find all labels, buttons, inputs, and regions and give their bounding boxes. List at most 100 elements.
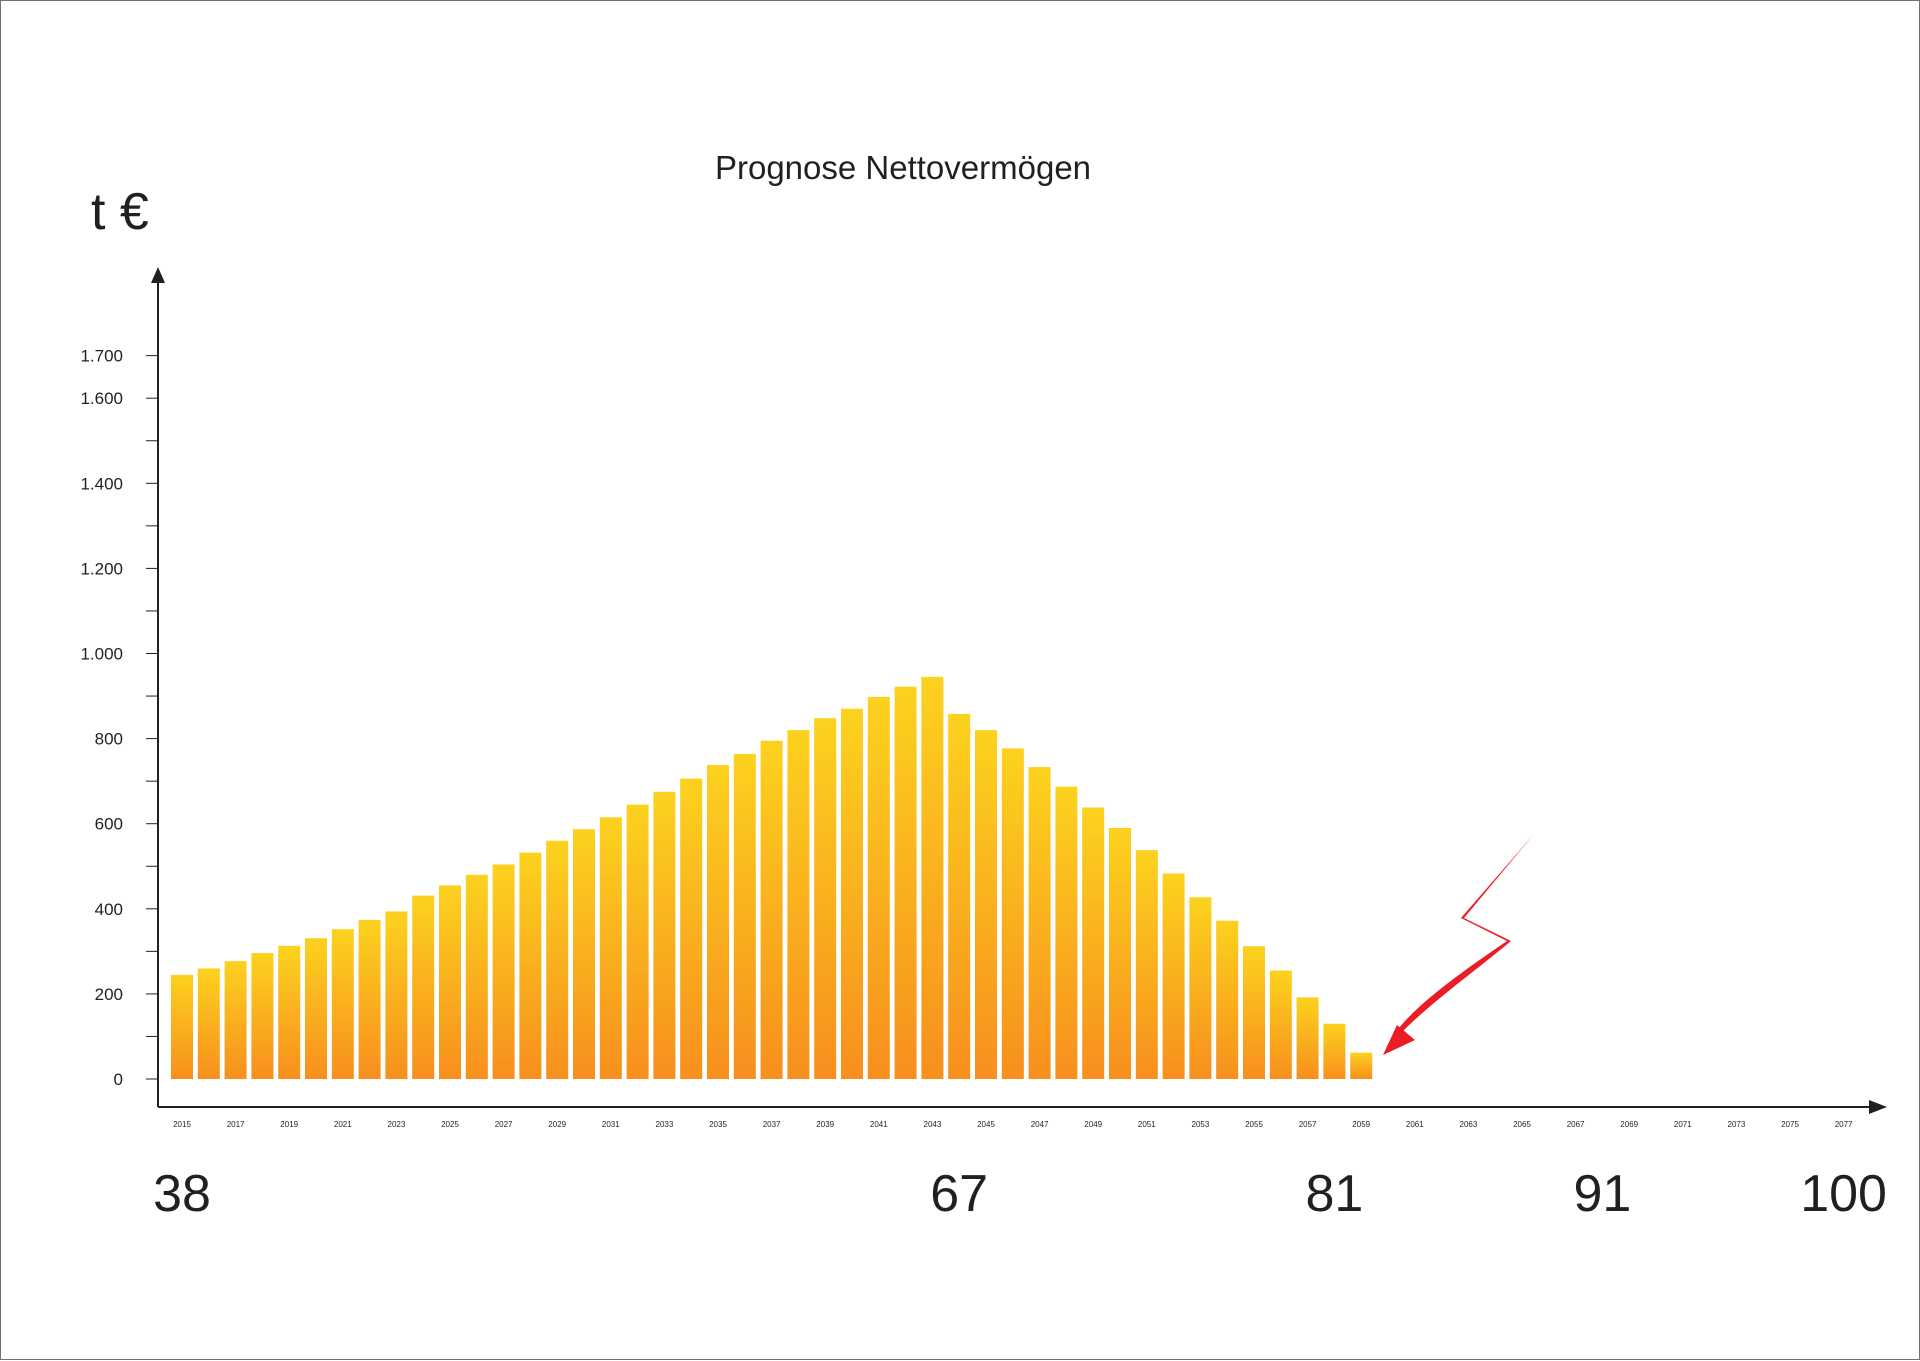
bar-2052	[1162, 873, 1185, 1079]
x-tick-label: 2017	[227, 1120, 245, 1129]
bar-2053	[1189, 897, 1212, 1079]
age-label: 38	[153, 1165, 211, 1223]
x-tick-label: 2023	[388, 1120, 406, 1129]
x-tick-label: 2049	[1084, 1120, 1102, 1129]
bar-2031	[599, 817, 622, 1079]
x-tick-label: 2071	[1674, 1120, 1692, 1129]
bar-2055	[1243, 946, 1265, 1079]
x-tick-label: 2059	[1352, 1120, 1370, 1129]
bar-2043	[921, 676, 944, 1079]
x-tick-label: 2019	[280, 1120, 298, 1129]
x-tick-label: 2041	[870, 1120, 888, 1129]
bar-2058	[1323, 1023, 1346, 1079]
x-tick-label: 2029	[548, 1120, 566, 1129]
x-axis-arrowhead	[1869, 1100, 1887, 1114]
bar-2036	[733, 753, 756, 1079]
x-tick-label: 2039	[816, 1120, 834, 1129]
x-tick-label: 2025	[441, 1120, 459, 1129]
y-tick-label: 1.400	[80, 474, 123, 493]
bar-2020	[305, 938, 327, 1079]
bar-2032	[626, 804, 649, 1079]
x-tick-label: 2027	[495, 1120, 513, 1129]
bar-2019	[278, 945, 301, 1079]
x-tick-label: 2033	[656, 1120, 674, 1129]
bar-2038	[787, 730, 810, 1079]
bar-2047	[1028, 767, 1051, 1079]
y-tick-label: 400	[95, 900, 123, 919]
bar-2057	[1296, 997, 1319, 1079]
x-tick-label: 2045	[977, 1120, 995, 1129]
y-tick-label: 200	[95, 985, 123, 1004]
age-label: 100	[1800, 1165, 1887, 1223]
x-tick-label: 2037	[763, 1120, 781, 1129]
age-labels: 38 67 81 91 100	[153, 1165, 1887, 1223]
bar-2016	[197, 968, 220, 1079]
chart-title: Prognose Nettovermögen	[715, 149, 1091, 186]
bar-2024	[412, 895, 435, 1079]
bar-2027	[492, 864, 515, 1079]
y-tick-label: 1.000	[80, 645, 123, 664]
x-tick-label: 2031	[602, 1120, 620, 1129]
bar-2018	[251, 953, 274, 1079]
x-tick-label: 2043	[924, 1120, 942, 1129]
y-tick-label: 0	[114, 1070, 123, 1089]
x-tick-label: 2047	[1031, 1120, 1049, 1129]
bar-2048	[1055, 786, 1078, 1079]
bar-2050	[1109, 828, 1131, 1079]
age-label: 67	[930, 1165, 988, 1223]
y-tick-label: 1.700	[80, 347, 123, 366]
bar-2035	[707, 765, 729, 1079]
bar-2021	[331, 929, 354, 1079]
y-tick-label: 800	[95, 730, 123, 749]
x-axis: 2015 2017 2019 2021 2023 2025 2027 2029 2031 2033…	[158, 1100, 1887, 1129]
x-tick-label: 2015	[173, 1120, 191, 1129]
bar-2033	[653, 791, 676, 1079]
bar-series	[171, 676, 1373, 1079]
x-tick-label: 2067	[1567, 1120, 1585, 1129]
x-tick-label: 2035	[709, 1120, 727, 1129]
bar-2037	[760, 740, 783, 1079]
y-tick-label: 1.200	[80, 559, 123, 578]
x-tick-label: 2061	[1406, 1120, 1424, 1129]
bar-2017	[224, 961, 247, 1079]
bar-2049	[1082, 807, 1105, 1079]
bar-2022	[358, 919, 381, 1079]
bar-2054	[1216, 920, 1239, 1079]
x-tick-label: 2063	[1460, 1120, 1478, 1129]
y-axis-unit-label: t €	[91, 183, 149, 241]
bar-2056	[1269, 970, 1292, 1079]
x-tick-label: 2053	[1192, 1120, 1210, 1129]
red-lightning-arrow-icon	[1383, 834, 1534, 1055]
x-tick-label: 2073	[1728, 1120, 1746, 1129]
bar-2059	[1350, 1052, 1373, 1079]
x-tick-label: 2075	[1781, 1120, 1799, 1129]
bar-2040	[841, 708, 863, 1079]
bar-2039	[814, 718, 837, 1079]
y-axis: 0 200 400 600 800 1.000 1.200 1.400 1.600 1.700	[80, 267, 165, 1107]
bar-2026	[465, 874, 488, 1079]
bar-2042	[894, 686, 917, 1079]
bar-2023	[385, 911, 408, 1079]
y-tick-label: 1.600	[80, 389, 123, 408]
x-tick-label: 2021	[334, 1120, 352, 1129]
bar-2046	[1001, 748, 1024, 1079]
bar-2029	[546, 840, 569, 1079]
y-tick-label: 600	[95, 815, 123, 834]
x-tick-label: 2069	[1620, 1120, 1638, 1129]
bar-2015	[171, 974, 193, 1079]
x-tick-label: 2055	[1245, 1120, 1263, 1129]
x-tick-label: 2065	[1513, 1120, 1531, 1129]
x-tick-label: 2051	[1138, 1120, 1156, 1129]
age-label: 81	[1305, 1165, 1363, 1223]
bar-2041	[867, 696, 890, 1079]
bar-2044	[948, 713, 971, 1079]
y-axis-arrowhead	[151, 267, 165, 283]
bar-2034	[680, 778, 703, 1079]
age-label: 91	[1573, 1165, 1631, 1223]
bar-2025	[439, 885, 461, 1079]
bar-2030	[573, 829, 595, 1079]
x-tick-label: 2057	[1299, 1120, 1317, 1129]
bar-2028	[519, 852, 542, 1079]
